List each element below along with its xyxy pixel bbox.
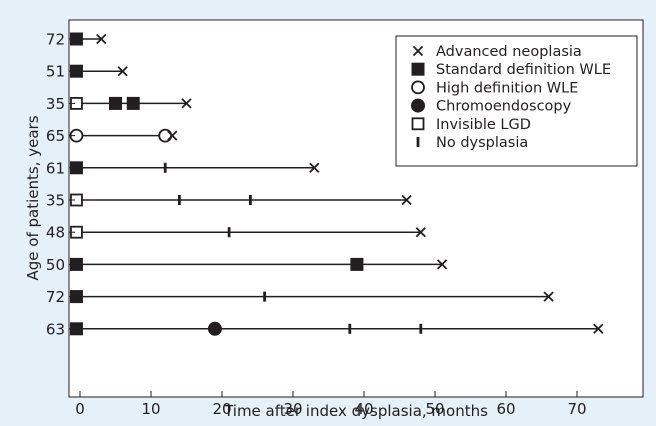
x-tick-label: 0 (75, 400, 85, 418)
y-tick-label: 65 (46, 127, 65, 145)
filled-square-marker (350, 257, 364, 271)
legend-filled-square-symbol (411, 62, 425, 76)
x-tick-label: 40 (354, 400, 373, 418)
vbar-marker (419, 323, 423, 334)
axes: 0 10 20 30 40 50 60 70 72 51 35 65 61 35 48 50 72 63 (46, 19, 644, 418)
patient-row (69, 321, 604, 336)
y-tick-label: 72 (46, 31, 65, 49)
legend-box (395, 35, 638, 167)
patient-row (69, 257, 448, 271)
cross-marker (415, 227, 426, 238)
filled-circle-marker (207, 321, 222, 336)
legend-vbar-symbol (416, 137, 420, 147)
cross-marker (436, 259, 448, 270)
y-tick-label: 61 (46, 159, 65, 177)
legend-entry: Advanced neoplasia (412, 44, 582, 60)
legend-cross-symbol (412, 45, 424, 57)
y-tick-label: 35 (46, 192, 65, 210)
x-axis-title: Time after index dysplasia, months (223, 402, 488, 420)
patient-row (69, 290, 554, 304)
legend-open-circle-symbol (411, 80, 425, 95)
filled-square-marker (69, 161, 83, 175)
legend-label: Invisible LGD (436, 117, 531, 133)
open-circle-marker (158, 128, 173, 143)
legend-entry: No dysplasia (416, 135, 528, 151)
cross-marker (117, 66, 128, 77)
filled-square-marker (69, 257, 83, 271)
cross-marker (181, 98, 192, 109)
legend-label: No dysplasia (436, 135, 528, 151)
x-tick-label: 20 (212, 400, 231, 418)
vbar-marker (227, 227, 231, 238)
legend-label: Standard definition WLE (436, 62, 611, 78)
patient-rows (69, 32, 604, 336)
filled-square-marker (109, 96, 122, 110)
legend-label: High definition WLE (436, 80, 578, 96)
y-tick-label: 35 (46, 95, 65, 113)
x-tick-label: 60 (496, 400, 515, 418)
legend-entry: High definition WLE (411, 80, 578, 96)
legend-open-square-symbol (411, 117, 425, 131)
patient-row (69, 161, 320, 175)
legend-entry: Invisible LGD (411, 117, 531, 133)
vbar-marker (249, 195, 252, 205)
y-tick-label: 48 (46, 224, 65, 242)
filled-square-marker (69, 290, 83, 304)
filled-square-marker (69, 32, 83, 46)
legend-entry: Standard definition WLE (411, 62, 611, 78)
y-axis-title: Age of patients, years (24, 115, 42, 280)
y-tick-label: 72 (46, 288, 65, 306)
plot-frame (68, 19, 644, 398)
legend: Advanced neoplasia Standard definition WL… (395, 35, 638, 167)
filled-square-marker (69, 322, 83, 336)
legend-label: Chromoendoscopy (436, 99, 572, 115)
legend-label: Advanced neoplasia (436, 44, 582, 60)
vbar-marker (348, 323, 352, 334)
patient-row (69, 64, 128, 78)
y-tick-label: 51 (46, 63, 65, 81)
cross-marker (543, 291, 554, 302)
y-tick-label: 63 (46, 320, 65, 338)
patient-row (69, 32, 107, 46)
x-tick-label: 30 (283, 400, 302, 418)
vbar-marker (178, 195, 181, 205)
cross-marker (593, 323, 604, 334)
filled-square-marker (126, 96, 140, 110)
legend-filled-circle-symbol (411, 98, 425, 113)
x-tick-label: 10 (141, 400, 160, 418)
cross-marker (167, 130, 178, 141)
filled-square-marker (69, 64, 83, 78)
cross-marker (96, 33, 107, 45)
x-tick-label: 70 (567, 400, 586, 418)
cross-marker (309, 162, 320, 173)
legend-entry: Chromoendoscopy (411, 98, 572, 115)
vbar-marker (263, 291, 266, 302)
y-tick-label: 50 (46, 256, 65, 274)
cross-marker (401, 194, 412, 206)
x-tick-label: 50 (425, 400, 444, 418)
vbar-marker (163, 162, 167, 173)
patient-row (70, 193, 412, 207)
